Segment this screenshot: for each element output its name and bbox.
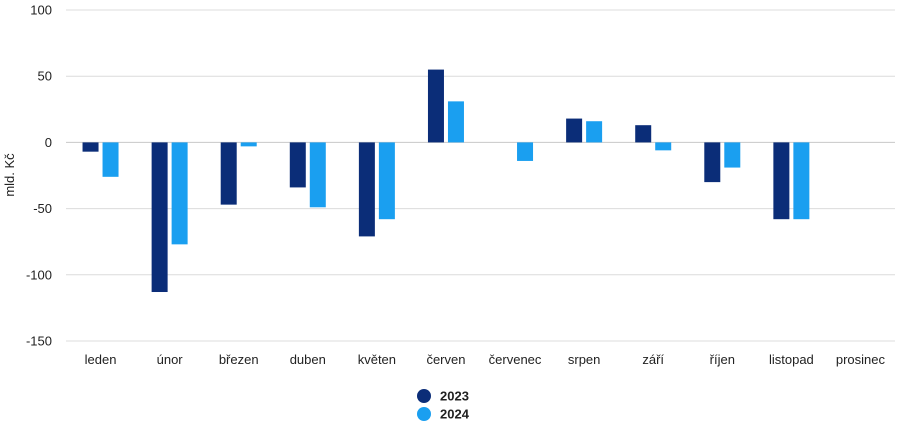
- bar-2024-říjen: [724, 142, 741, 168]
- x-tick-label: červenec: [489, 352, 542, 367]
- bar-2023-říjen: [704, 142, 721, 183]
- bars: [82, 69, 810, 293]
- x-tick-label: červen: [426, 352, 465, 367]
- x-axis-ticks: leden únor březen duben květen červen červenec…: [85, 352, 886, 367]
- legend-marker: [417, 407, 431, 421]
- bar-2024-listopad: [793, 142, 810, 220]
- x-tick-label: září: [642, 352, 664, 367]
- legend-marker: [417, 389, 431, 403]
- y-tick-label: 50: [38, 69, 52, 84]
- legend-label: 2024: [440, 407, 470, 422]
- x-tick-label: březen: [219, 352, 259, 367]
- bar-2024-březen: [240, 142, 257, 147]
- x-tick-label: říjen: [710, 352, 735, 367]
- bar-2024-duben: [309, 142, 326, 208]
- bar-2023-březen: [220, 142, 237, 205]
- bar-2024-červenec: [517, 142, 534, 161]
- bar-2024-květen: [378, 142, 395, 220]
- y-tick-label: -50: [33, 201, 52, 216]
- bar-2023-červen: [427, 69, 444, 143]
- bar-2023-listopad: [773, 142, 790, 220]
- bar-2024-září: [655, 142, 672, 151]
- x-tick-label: duben: [290, 352, 326, 367]
- bar-2024-leden: [102, 142, 119, 177]
- x-tick-label: leden: [85, 352, 117, 367]
- gridlines: [66, 9, 895, 342]
- bar-2024-únor: [171, 142, 188, 245]
- bar-2024-červen: [447, 101, 464, 143]
- x-tick-label: srpen: [568, 352, 601, 367]
- y-axis-ticks: 100 50 0 -50 -100 -150: [26, 3, 52, 349]
- y-tick-label: -100: [26, 267, 52, 282]
- bar-2023-leden: [82, 142, 99, 152]
- y-tick-label: 100: [30, 3, 52, 18]
- legend: 2023 2024: [417, 389, 470, 422]
- x-tick-label: prosinec: [836, 352, 886, 367]
- x-tick-label: listopad: [769, 352, 814, 367]
- y-tick-label: -150: [26, 334, 52, 349]
- y-tick-label: 0: [45, 135, 52, 150]
- bar-2023-duben: [289, 142, 306, 188]
- bar-2023-únor: [151, 142, 168, 293]
- x-tick-label: únor: [157, 352, 184, 367]
- bar-2023-září: [635, 125, 652, 143]
- x-tick-label: květen: [358, 352, 396, 367]
- bar-2023-květen: [358, 142, 375, 237]
- legend-label: 2023: [440, 389, 469, 404]
- y-axis-title: mld. Kč: [2, 153, 17, 197]
- bar-2024-srpen: [586, 121, 603, 143]
- bar-2023-srpen: [566, 118, 583, 143]
